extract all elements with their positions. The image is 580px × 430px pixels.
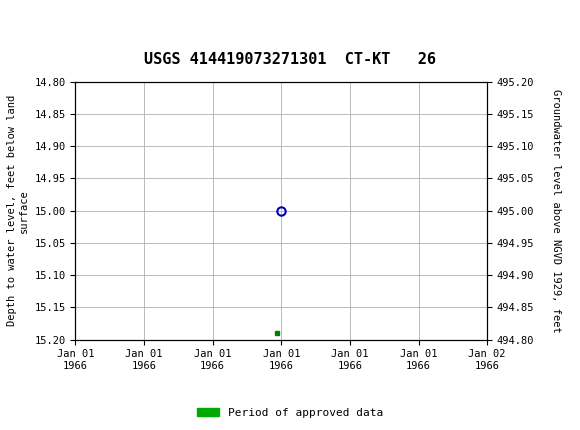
Legend: Period of approved data: Period of approved data [193, 403, 387, 422]
Y-axis label: Groundwater level above NGVD 1929, feet: Groundwater level above NGVD 1929, feet [551, 89, 561, 332]
Text: USGS 414419073271301  CT-KT   26: USGS 414419073271301 CT-KT 26 [144, 52, 436, 67]
Text: ≋USGS: ≋USGS [9, 12, 79, 29]
Y-axis label: Depth to water level, feet below land
surface: Depth to water level, feet below land su… [8, 95, 29, 326]
